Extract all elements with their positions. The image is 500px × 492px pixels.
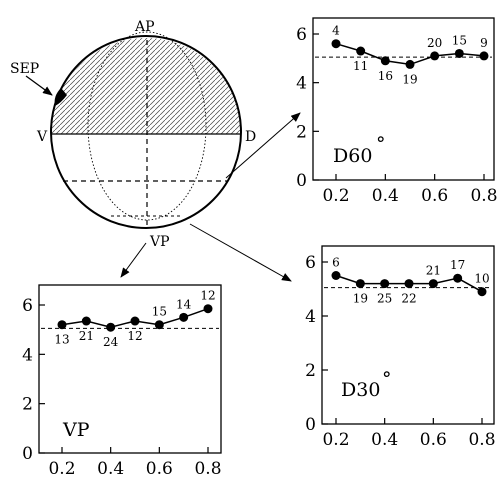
chart-vp-plot: 13 21 24 12 15 14 12 xyxy=(41,289,219,349)
chart-d30-degree-symbol: ° xyxy=(382,368,392,390)
data-point-label: 15 xyxy=(452,33,467,47)
arrow-to-vp xyxy=(120,242,147,278)
chart-d30-frame xyxy=(321,245,495,425)
chart-d60-panel-label: D60 xyxy=(333,145,372,167)
chart-d60-plot: 4 11 16 19 20 15 9 xyxy=(315,24,492,86)
connector-arrows xyxy=(120,112,301,282)
arrow-to-d60 xyxy=(225,112,301,179)
hatched-animal-region xyxy=(51,38,241,134)
data-point xyxy=(331,39,341,49)
y-tick-label: 2 xyxy=(296,122,307,142)
data-point-label: 21 xyxy=(426,264,441,278)
data-point-label: 15 xyxy=(152,305,167,319)
chart-d60-ticks: 0 2 4 6 0.2 0.4 0.6 0.8 xyxy=(296,25,497,206)
y-tick-label: 2 xyxy=(305,361,316,381)
y-tick-label: 4 xyxy=(22,345,33,365)
data-point-label: 11 xyxy=(353,59,368,73)
data-point xyxy=(380,56,390,66)
data-point xyxy=(428,279,438,289)
data-point-label: 16 xyxy=(378,69,393,83)
x-tick-label: 0.6 xyxy=(421,186,448,206)
x-tick-label: 0.8 xyxy=(194,459,221,479)
data-point-label: 22 xyxy=(401,292,416,306)
y-tick-label: 0 xyxy=(296,171,307,191)
y-tick-label: 6 xyxy=(305,253,316,273)
sphere-inner-ellipse xyxy=(87,31,207,221)
x-tick-label: 0.8 xyxy=(468,430,495,450)
data-point-label: 20 xyxy=(427,36,442,50)
chart-d60-degree-symbol: ° xyxy=(376,133,386,155)
data-point xyxy=(154,320,164,330)
data-point-label: 19 xyxy=(402,72,417,86)
data-point-label: 10 xyxy=(474,272,489,286)
data-point-label: 25 xyxy=(377,292,392,306)
sep-label: SEP xyxy=(10,61,39,77)
data-point-label: 21 xyxy=(79,329,94,343)
x-tick-label: 0.2 xyxy=(48,459,75,479)
v-label: V xyxy=(36,129,48,145)
y-tick-label: 4 xyxy=(296,74,307,94)
arrow-to-d30 xyxy=(189,223,292,282)
chart-d30: 0 2 4 6 0.2 0.4 0.6 0.8 6 19 25 22 21 17 10 D30 ° xyxy=(305,245,496,450)
data-point-label: 14 xyxy=(176,297,192,311)
data-point xyxy=(356,46,366,56)
data-point xyxy=(331,271,341,280)
x-tick-label: 0.4 xyxy=(371,430,398,450)
x-tick-label: 0.6 xyxy=(420,430,447,450)
data-point-label: 24 xyxy=(103,335,119,349)
x-tick-label: 0.4 xyxy=(97,459,124,479)
y-tick-label: 0 xyxy=(305,415,316,435)
data-point-label: 6 xyxy=(332,256,340,270)
sphere-diagram: SEP AP VP V D xyxy=(10,19,256,250)
data-point-label: 17 xyxy=(450,258,465,272)
data-point xyxy=(106,322,116,332)
chart-d60-frame xyxy=(312,17,495,181)
ap-label: AP xyxy=(134,19,155,35)
data-point-label: 4 xyxy=(332,24,340,38)
data-point xyxy=(81,316,91,326)
data-point-label: 13 xyxy=(54,333,69,347)
data-point xyxy=(430,51,440,61)
data-point xyxy=(479,51,489,61)
data-point xyxy=(179,312,189,322)
y-tick-label: 4 xyxy=(305,307,316,327)
data-point xyxy=(477,287,487,297)
chart-d30-plot: 6 19 25 22 21 17 10 xyxy=(324,256,492,306)
chart-d30-ticks: 0 2 4 6 0.2 0.4 0.6 0.8 xyxy=(305,253,495,450)
x-tick-label: 0.6 xyxy=(146,459,173,479)
data-point-label: 19 xyxy=(353,292,368,306)
vp-pole-label: VP xyxy=(149,234,170,250)
y-tick-label: 6 xyxy=(296,25,307,45)
x-tick-label: 0.4 xyxy=(372,186,399,206)
chart-d30-panel-label: D30 xyxy=(341,379,380,401)
x-tick-label: 0.2 xyxy=(322,186,349,206)
chart-d60: 0 2 4 6 0.2 0.4 0.6 0.8 4 11 16 19 20 15 9 D60 ° xyxy=(296,17,498,206)
sep-marker xyxy=(54,88,67,106)
data-point-label: 9 xyxy=(480,36,488,50)
sep-arrow xyxy=(25,75,53,96)
data-point xyxy=(405,59,415,69)
x-tick-label: 0.2 xyxy=(322,430,349,450)
y-tick-label: 0 xyxy=(22,444,33,464)
data-point xyxy=(380,279,390,289)
data-point xyxy=(57,320,67,330)
data-point-label: 12 xyxy=(127,329,142,343)
y-tick-label: 2 xyxy=(22,395,33,415)
data-point xyxy=(404,279,414,289)
y-tick-label: 6 xyxy=(22,296,33,316)
data-point xyxy=(203,304,213,314)
d-label: D xyxy=(245,129,256,145)
data-point xyxy=(130,316,140,326)
data-point-label: 12 xyxy=(200,289,215,303)
chart-vp-panel-label: VP xyxy=(62,419,90,441)
data-point xyxy=(355,279,365,289)
data-point xyxy=(453,273,463,283)
sphere-outline xyxy=(50,35,242,229)
x-tick-label: 0.8 xyxy=(470,186,497,206)
data-point xyxy=(454,48,464,58)
chart-vp-frame xyxy=(38,284,222,454)
